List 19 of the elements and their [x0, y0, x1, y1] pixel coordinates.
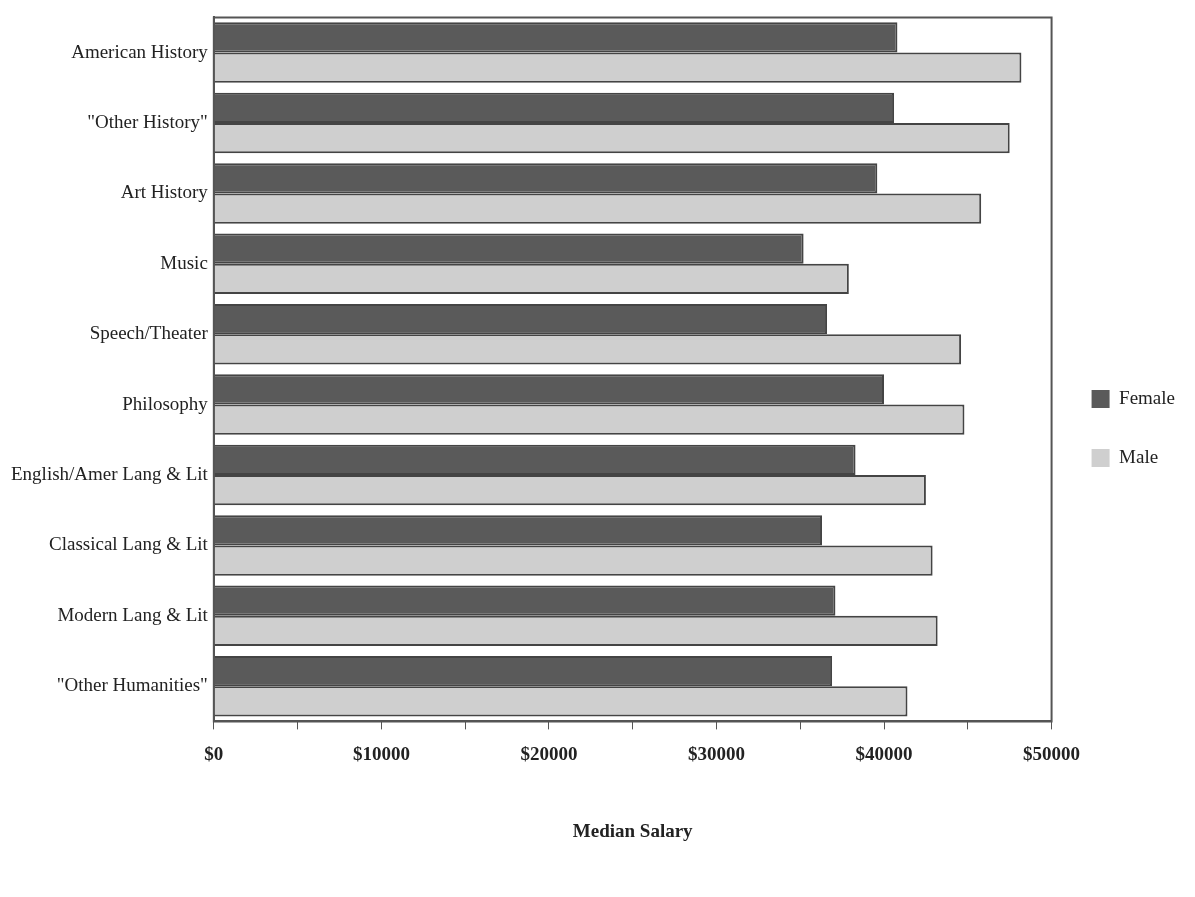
legend-label: Female — [1119, 386, 1176, 408]
y-tick-label: English/Amer Lang & Lit — [11, 462, 209, 484]
y-tick-label: Music — [160, 251, 208, 273]
x-tick-label: $0 — [204, 742, 224, 764]
x-tick-label: $10000 — [352, 742, 410, 764]
y-tick-label: Speech/Theater — [89, 322, 209, 344]
y-tick-label: Art History — [120, 181, 209, 203]
x-tick-label: $30000 — [687, 742, 745, 764]
x-tick-label: $40000 — [855, 742, 913, 764]
x-tick-label: $20000 — [520, 742, 578, 764]
legend-label: Male — [1119, 445, 1159, 467]
y-tick-label: "Other History" — [87, 110, 208, 132]
x-tick-label: $50000 — [1023, 742, 1081, 764]
y-tick-label: Modern Lang & Lit — [57, 603, 209, 625]
y-tick-label: American History — [71, 40, 209, 62]
y-tick-label: "Other Humanities" — [56, 674, 208, 696]
y-tick-label: Philosophy — [122, 392, 209, 414]
y-tick-label: Classical Lang & Lit — [49, 533, 209, 555]
x-axis-title: Median Salary — [572, 819, 694, 841]
